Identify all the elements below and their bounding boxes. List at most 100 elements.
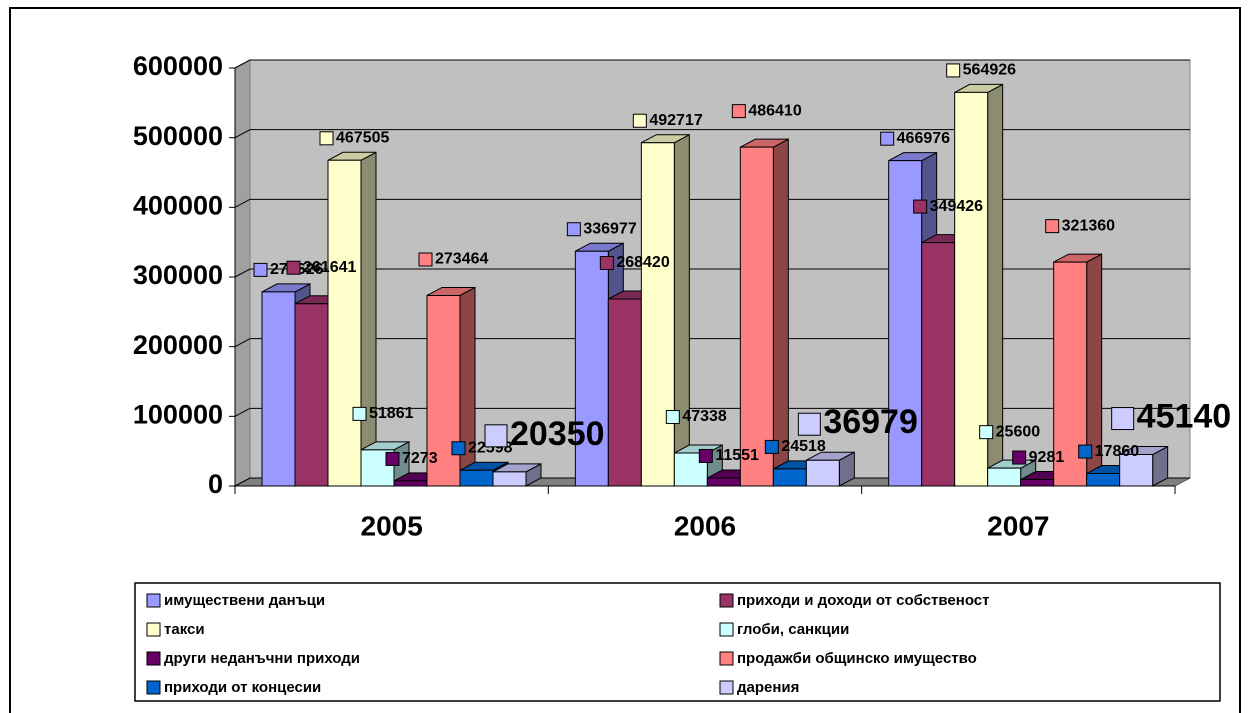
y-tick-label: 0 <box>208 469 223 499</box>
grid-line <box>234 338 1190 348</box>
grid-line <box>234 198 1190 208</box>
data-label-key <box>1078 444 1093 459</box>
bar-face <box>360 151 377 487</box>
bar <box>954 83 1004 487</box>
bar-face <box>772 138 789 487</box>
data-label-key <box>352 406 367 421</box>
bar-face <box>261 291 296 487</box>
data-label: 9281 <box>1029 449 1065 466</box>
data-label: 261641 <box>303 259 356 276</box>
data-label-key <box>451 441 466 456</box>
data-label-key <box>731 104 746 119</box>
data-label: 336977 <box>583 220 636 237</box>
data-label-key <box>880 131 895 146</box>
legend-label: глоби, санкции <box>737 621 849 638</box>
y-tick-label: 200000 <box>133 330 223 360</box>
data-label-key <box>385 451 400 466</box>
data-label: 45140 <box>1137 398 1232 436</box>
data-label-key <box>946 63 961 78</box>
data-label: 273464 <box>435 251 488 268</box>
legend-swatch <box>719 680 734 695</box>
data-label-key <box>797 412 821 436</box>
data-label: 20350 <box>510 415 605 453</box>
legend-swatch <box>146 680 161 695</box>
legend-label: дарения <box>737 679 799 696</box>
legend-label: други неданъчни приходи <box>164 650 360 667</box>
data-label-key <box>1045 219 1060 234</box>
data-label: 36979 <box>823 403 918 441</box>
data-label-key <box>1111 407 1135 431</box>
legend-swatch <box>146 651 161 666</box>
data-label-key <box>484 424 508 448</box>
data-label-key <box>632 113 647 128</box>
legend-swatch <box>146 622 161 637</box>
data-label: 24518 <box>781 438 826 455</box>
bar <box>1119 445 1169 487</box>
data-label-key <box>319 131 334 146</box>
bar-face <box>640 142 675 487</box>
y-tick-label: 400000 <box>133 190 223 220</box>
bar-face <box>673 133 690 487</box>
bar-face <box>805 459 840 487</box>
data-label: 25600 <box>996 423 1041 440</box>
grid-line <box>234 477 1190 487</box>
data-label-key <box>665 410 680 425</box>
legend-swatch <box>719 622 734 637</box>
y-tick-label: 300000 <box>133 260 223 290</box>
bar <box>492 462 542 487</box>
data-label-key <box>253 262 268 277</box>
bar-face <box>739 146 774 487</box>
y-tick-label: 100000 <box>133 399 223 429</box>
y-tick-label: 500000 <box>133 121 223 151</box>
data-label-key <box>913 199 928 214</box>
data-label: 268420 <box>616 254 669 271</box>
bar-face <box>987 467 1022 487</box>
legend-label: продажби общинско имущество <box>737 650 977 667</box>
grid-line <box>234 268 1190 278</box>
legend-label: приходи от концесии <box>164 679 321 696</box>
legend-label: имуществени данъци <box>164 592 325 609</box>
x-tick-label: 2005 <box>361 510 423 541</box>
data-label-key <box>599 256 614 271</box>
bar-face <box>1020 479 1055 487</box>
bar <box>805 451 855 487</box>
legend-box <box>134 582 1221 702</box>
data-label-key <box>1012 450 1027 465</box>
data-label: 51861 <box>369 405 414 422</box>
data-label: 466976 <box>897 130 950 147</box>
bar-face <box>1086 473 1121 487</box>
bar <box>1053 253 1103 487</box>
bar-face <box>492 471 527 487</box>
data-label: 11551 <box>715 447 759 464</box>
y-tick-label: 600000 <box>133 51 223 81</box>
data-label: 349426 <box>930 198 983 215</box>
bar-face <box>1119 454 1154 487</box>
x-tick-label: 2007 <box>987 510 1049 541</box>
legend-swatch <box>719 651 734 666</box>
bar-face <box>921 242 956 487</box>
legend-swatch <box>146 593 161 608</box>
bar-face <box>772 468 807 487</box>
grid-line <box>234 407 1190 417</box>
data-label-key <box>979 425 994 440</box>
bar-face <box>294 303 329 487</box>
data-label-key <box>764 439 779 454</box>
bar-face <box>459 469 494 487</box>
bar-face <box>393 480 428 487</box>
data-label: 486410 <box>748 102 801 119</box>
data-label: 7273 <box>402 450 438 467</box>
data-label-key <box>566 222 581 237</box>
grid-line <box>234 129 1190 139</box>
data-label-key <box>286 260 301 275</box>
legend-label: приходи и доходи от собственост <box>737 592 989 609</box>
data-label: 17860 <box>1095 443 1140 460</box>
bar-face <box>327 159 362 487</box>
x-tick-label: 2006 <box>674 510 736 541</box>
bar <box>739 138 789 487</box>
data-label-key <box>698 448 713 463</box>
legend-swatch <box>719 593 734 608</box>
bar-face <box>607 298 642 487</box>
data-label: 321360 <box>1062 217 1115 234</box>
frame <box>9 7 1241 713</box>
